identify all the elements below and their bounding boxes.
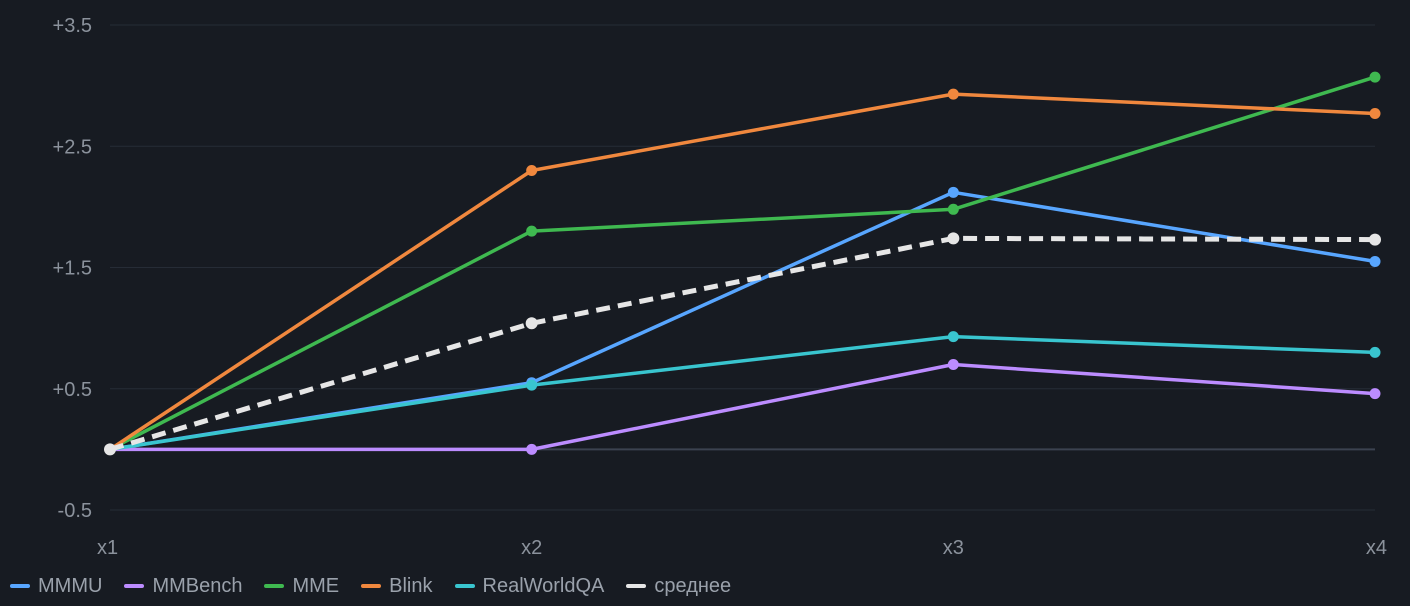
data-point[interactable] bbox=[947, 186, 959, 198]
series-line-blink bbox=[109, 92, 1376, 451]
data-point[interactable] bbox=[525, 317, 538, 330]
legend-item-mmbench[interactable]: MMBench bbox=[124, 575, 242, 598]
legend-item-blink[interactable]: Blink bbox=[361, 574, 433, 598]
data-point[interactable] bbox=[1369, 346, 1381, 358]
y-tick-label: +3.5 bbox=[53, 15, 92, 37]
series-realworldqa bbox=[104, 331, 1381, 455]
data-point[interactable] bbox=[526, 379, 538, 391]
data-point[interactable] bbox=[1369, 233, 1381, 246]
data-point[interactable] bbox=[947, 359, 959, 370]
data-point[interactable] bbox=[1369, 255, 1381, 267]
series-line-mmbench bbox=[110, 362, 1376, 452]
legend-swatch bbox=[454, 584, 475, 588]
legend-item-среднее[interactable]: среднее bbox=[626, 575, 731, 598]
data-point[interactable] bbox=[1369, 71, 1381, 83]
data-point[interactable] bbox=[947, 331, 959, 343]
data-point[interactable] bbox=[526, 225, 538, 237]
legend-label: Blink bbox=[389, 574, 433, 597]
legend-label: RealWorldQA bbox=[482, 574, 605, 597]
y-tick-label: +1.5 bbox=[53, 258, 92, 280]
series-mmmu bbox=[104, 186, 1381, 455]
grid-lines bbox=[110, 24, 1375, 511]
data-point[interactable] bbox=[1369, 108, 1381, 120]
data-point[interactable] bbox=[947, 203, 959, 215]
x-tick-label: x2 bbox=[521, 537, 542, 559]
y-axis-ticks: +3.5 +2.5 +1.5 +0.5 -0.5 bbox=[53, 15, 92, 522]
chart-legend: MMMU MMBench MME Blink RealWorldQA среднее bbox=[10, 572, 731, 600]
legend-label: среднее bbox=[654, 574, 732, 597]
legend-swatch bbox=[124, 584, 145, 588]
x-tick-label: x1 bbox=[97, 537, 118, 559]
legend-swatch bbox=[10, 584, 30, 588]
data-point[interactable] bbox=[526, 443, 538, 455]
x-axis-ticks: x1 x2 x3 x4 bbox=[97, 537, 1387, 559]
legend-item-realworldqa[interactable]: RealWorldQA bbox=[454, 574, 605, 598]
data-point[interactable] bbox=[947, 88, 959, 100]
series-line-среднее bbox=[109, 235, 1376, 452]
series-blink bbox=[104, 88, 1381, 455]
series-lines bbox=[104, 71, 1381, 456]
series-mmbench bbox=[104, 359, 1381, 455]
series-mme bbox=[104, 71, 1381, 455]
y-tick-label: +2.5 bbox=[53, 136, 92, 158]
data-point[interactable] bbox=[1369, 388, 1381, 400]
legend-label: MME bbox=[292, 574, 340, 597]
legend-item-mmmu[interactable]: MMMU bbox=[10, 575, 102, 598]
data-point[interactable] bbox=[947, 232, 960, 245]
legend-label: MMMU bbox=[38, 574, 103, 597]
series-line-mme bbox=[109, 75, 1376, 451]
y-tick-label: +0.5 bbox=[53, 379, 92, 401]
legend-item-mme[interactable]: MME bbox=[264, 575, 339, 598]
legend-swatch bbox=[361, 584, 382, 588]
legend-label: MMBench bbox=[152, 574, 243, 597]
x-tick-label: x4 bbox=[1366, 537, 1387, 559]
series-среднее bbox=[104, 232, 1381, 456]
series-line-mmmu bbox=[109, 190, 1376, 452]
data-point[interactable] bbox=[104, 443, 116, 456]
legend-swatch bbox=[264, 584, 285, 588]
series-line-realworldqa bbox=[109, 334, 1376, 452]
y-tick-label: -0.5 bbox=[58, 500, 92, 522]
x-tick-label: x3 bbox=[943, 537, 964, 559]
data-point[interactable] bbox=[526, 165, 538, 176]
legend-swatch bbox=[626, 584, 647, 588]
